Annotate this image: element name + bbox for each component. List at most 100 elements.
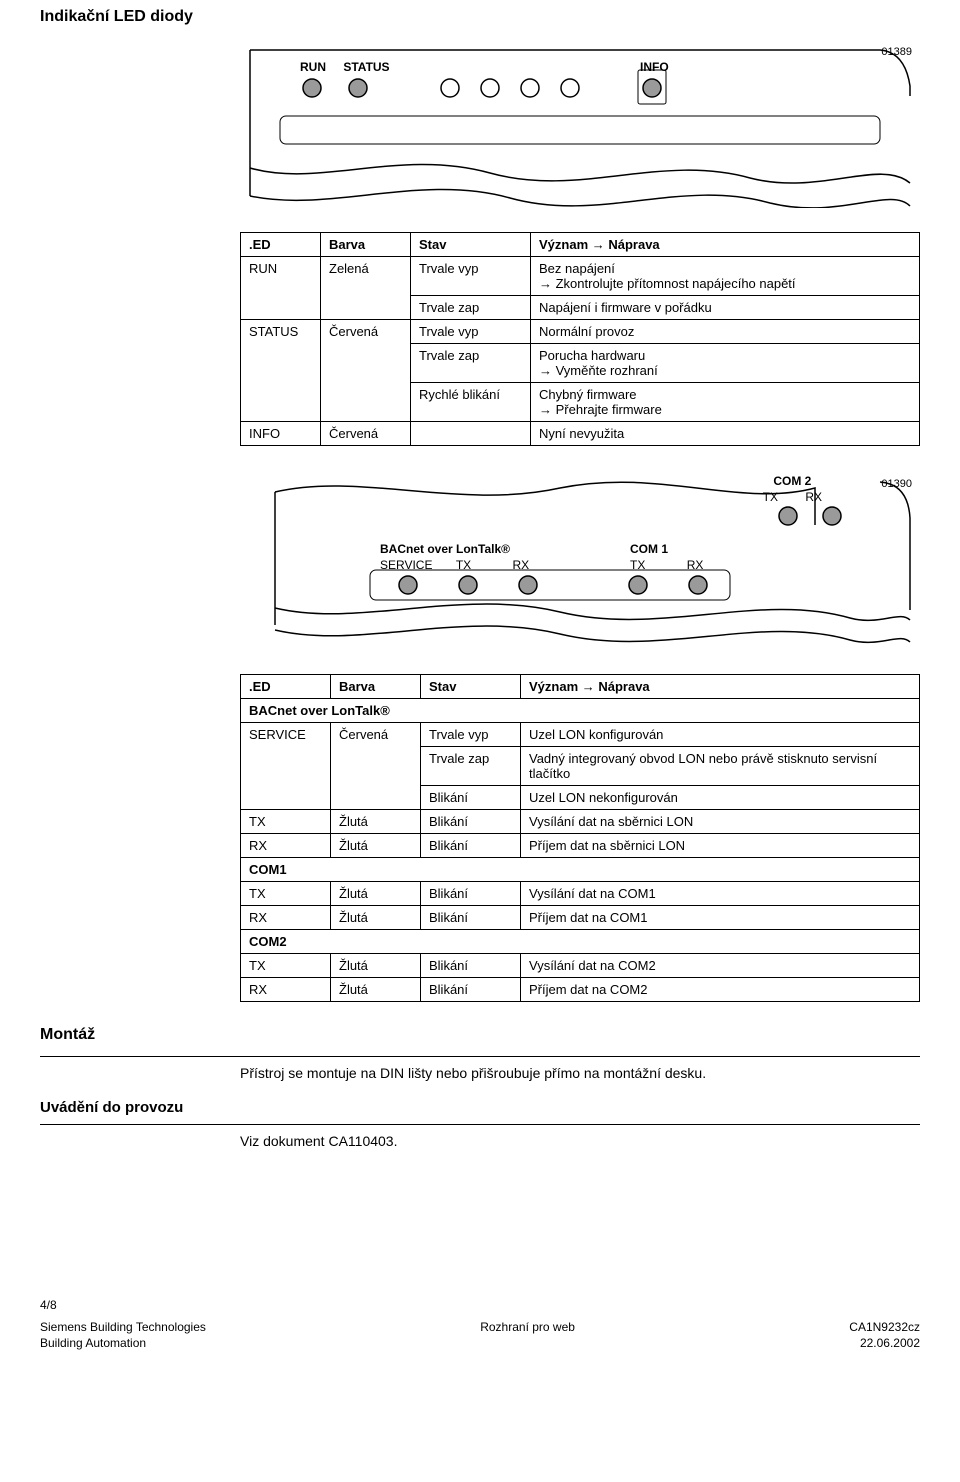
t2-c1-r1-led: RX bbox=[241, 906, 331, 930]
t1-r0-mean: Bez napájení → Zkontrolujte přítomnost n… bbox=[531, 257, 920, 296]
t1-r3-state: Trvale zap bbox=[411, 344, 531, 383]
section-title-montaz: Montáž bbox=[40, 1026, 920, 1044]
label-bacnet-tx: TX bbox=[456, 558, 471, 572]
t2-r0-mean: Uzel LON konfigurován bbox=[521, 723, 920, 747]
label-com1-rx: RX bbox=[687, 558, 704, 572]
footer-center-text: Rozhraní pro web bbox=[206, 1319, 849, 1335]
label-com2-group: COM 2 TX RX bbox=[763, 474, 822, 504]
t2-section-com2: COM2 bbox=[241, 930, 920, 954]
t2-h2: Stav bbox=[421, 675, 521, 699]
footer-left1: Siemens Building Technologies bbox=[40, 1319, 206, 1335]
t1-r0-led: RUN bbox=[241, 257, 321, 320]
t1-r2-color: Červená bbox=[321, 320, 411, 422]
label-com2-rx: RX bbox=[805, 490, 822, 504]
t2-c1-r1-mean: Příjem dat na COM1 bbox=[521, 906, 920, 930]
footer-right: CA1N9232cz 22.06.2002 bbox=[849, 1297, 920, 1352]
t1-r4-mean: Chybný firmware → Přehrajte firmware bbox=[531, 383, 920, 422]
page-footer: 4/8 Siemens Building Technologies Buildi… bbox=[0, 1297, 960, 1368]
t2-c1-r1-state: Blikání bbox=[421, 906, 521, 930]
label-com1-group: COM 1 TX RX bbox=[630, 542, 703, 572]
t2-h0: .ED bbox=[241, 675, 331, 699]
t1-r5-mean: Nyní nevyužita bbox=[531, 422, 920, 446]
t1-r1-mean: Napájení i firmware v pořádku bbox=[531, 296, 920, 320]
t2-r4-color: Žlutá bbox=[331, 834, 421, 858]
diagram-panel-2: 01390 COM 2 TX R bbox=[240, 470, 920, 650]
t2-c2-r1-state: Blikání bbox=[421, 978, 521, 1002]
t1-r4-state: Rychlé blikání bbox=[411, 383, 531, 422]
t2-c1-r0-led: TX bbox=[241, 882, 331, 906]
t2-c1-r0-color: Žlutá bbox=[331, 882, 421, 906]
t1-r2-mean: Normální provoz bbox=[531, 320, 920, 344]
t2-c1-r1-color: Žlutá bbox=[331, 906, 421, 930]
footer-left: 4/8 Siemens Building Technologies Buildi… bbox=[40, 1297, 206, 1352]
t2-c2-r0-color: Žlutá bbox=[331, 954, 421, 978]
t2-r1-mean: Vadný integrovaný obvod LON nebo právě s… bbox=[521, 747, 920, 786]
label-service: SERVICE bbox=[380, 558, 432, 572]
label-com1-tx: TX bbox=[630, 558, 645, 572]
t2-r2-state: Blikání bbox=[421, 786, 521, 810]
t2-h1: Barva bbox=[331, 675, 421, 699]
footer-right1: CA1N9232cz bbox=[849, 1319, 920, 1335]
footer-right2: 22.06.2002 bbox=[849, 1335, 920, 1351]
diagram-number-2: 01390 bbox=[881, 478, 912, 490]
t1-r5-led: INFO bbox=[241, 422, 321, 446]
t1-r0-color: Zelená bbox=[321, 257, 411, 320]
montaz-ref: Viz dokument CA110403. bbox=[240, 1133, 920, 1149]
t2-c1-r0-mean: Vysílání dat na COM1 bbox=[521, 882, 920, 906]
t1-r2-led: STATUS bbox=[241, 320, 321, 422]
divider-montaz bbox=[40, 1056, 920, 1057]
diagram-number-1: 01389 bbox=[881, 46, 912, 58]
t2-r3-led: TX bbox=[241, 810, 331, 834]
t2-r2-mean: Uzel LON nekonfigurován bbox=[521, 786, 920, 810]
t2-c2-r1-led: RX bbox=[241, 978, 331, 1002]
t1-r0-state: Trvale vyp bbox=[411, 257, 531, 296]
t1-r3-mean: Porucha hardwaru → Vyměňte rozhraní bbox=[531, 344, 920, 383]
divider-uvadeni bbox=[40, 1124, 920, 1125]
led-table-2: .ED Barva Stav Význam → Náprava BACnet o… bbox=[240, 674, 920, 1002]
t2-c2-r1-mean: Příjem dat na COM2 bbox=[521, 978, 920, 1002]
t1-r5-color: Červená bbox=[321, 422, 411, 446]
section-title-led: Indikační LED diody bbox=[40, 8, 920, 26]
t2-r1-state: Trvale zap bbox=[421, 747, 521, 786]
label-status: STATUS bbox=[343, 60, 389, 74]
t2-r0-state: Trvale vyp bbox=[421, 723, 521, 747]
t2-r3-color: Žlutá bbox=[331, 810, 421, 834]
label-bacnet: BACnet over LonTalk® bbox=[380, 542, 529, 556]
label-run: RUN bbox=[300, 60, 326, 74]
footer-left2: Building Automation bbox=[40, 1335, 206, 1351]
t1-h1: Barva bbox=[321, 233, 411, 257]
t2-c2-r0-state: Blikání bbox=[421, 954, 521, 978]
t2-section-bacnet: BACnet over LonTalk® bbox=[241, 699, 920, 723]
t1-h3: Význam → Náprava bbox=[531, 233, 920, 257]
t2-c1-r0-state: Blikání bbox=[421, 882, 521, 906]
t1-r1-state: Trvale zap bbox=[411, 296, 531, 320]
t2-r3-mean: Vysílání dat na sběrnici LON bbox=[521, 810, 920, 834]
t2-c2-r0-led: TX bbox=[241, 954, 331, 978]
label-com1: COM 1 bbox=[630, 542, 703, 556]
diagram-panel-1: 01389 RUN STATUS INFO bbox=[240, 38, 920, 208]
t1-h2: Stav bbox=[411, 233, 531, 257]
led-table-1: .ED Barva Stav Význam → Náprava RUN Zele… bbox=[240, 232, 920, 446]
footer-center: Rozhraní pro web bbox=[206, 1297, 849, 1352]
t1-h0: .ED bbox=[241, 233, 321, 257]
footer-page: 4/8 bbox=[40, 1297, 206, 1313]
t2-section-com1: COM1 bbox=[241, 858, 920, 882]
t2-r4-led: RX bbox=[241, 834, 331, 858]
t2-r0-color: Červená bbox=[331, 723, 421, 810]
label-bacnet-group: BACnet over LonTalk® SERVICE TX RX bbox=[380, 542, 529, 572]
label-info: INFO bbox=[640, 60, 669, 74]
label-com2-tx: TX bbox=[763, 490, 778, 504]
label-bacnet-rx: RX bbox=[513, 558, 530, 572]
t2-r4-mean: Příjem dat na sběrnici LON bbox=[521, 834, 920, 858]
t2-h3: Význam → Náprava bbox=[521, 675, 920, 699]
t1-r2-state: Trvale vyp bbox=[411, 320, 531, 344]
t2-c2-r1-color: Žlutá bbox=[331, 978, 421, 1002]
montaz-text: Přístroj se montuje na DIN lišty nebo př… bbox=[240, 1065, 920, 1081]
t2-r4-state: Blikání bbox=[421, 834, 521, 858]
t2-r3-state: Blikání bbox=[421, 810, 521, 834]
section-title-uvadeni: Uvádění do provozu bbox=[40, 1099, 920, 1116]
t1-r5-state bbox=[411, 422, 531, 446]
label-com2: COM 2 bbox=[763, 474, 822, 488]
t2-r0-led: SERVICE bbox=[241, 723, 331, 810]
t2-c2-r0-mean: Vysílání dat na COM2 bbox=[521, 954, 920, 978]
